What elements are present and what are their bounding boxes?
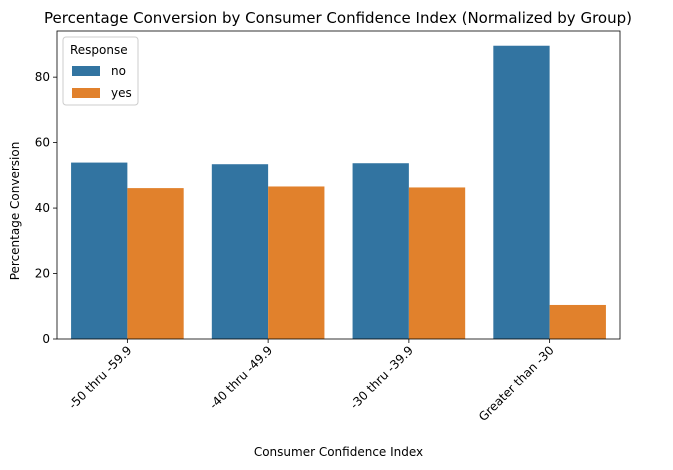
bar-yes-1 <box>268 186 325 339</box>
chart-title: Percentage Conversion by Consumer Confid… <box>44 9 632 27</box>
bar-yes-3 <box>549 304 606 339</box>
legend-swatch-yes <box>72 88 100 98</box>
y-tick-label: 40 <box>35 201 50 215</box>
x-tick-label: -40 thru -49.9 <box>207 343 276 412</box>
legend-label-no: no <box>111 64 126 78</box>
y-tick-label: 20 <box>35 267 50 281</box>
x-tick-label: -50 thru -59.9 <box>66 343 135 412</box>
x-axis-label: Consumer Confidence Index <box>254 445 423 459</box>
bar-no-3 <box>493 45 550 339</box>
bar-no-0 <box>71 162 128 339</box>
legend-label-yes: yes <box>111 86 132 100</box>
y-tick-label: 60 <box>35 136 50 150</box>
bar-yes-0 <box>127 188 184 339</box>
y-tick-label: 0 <box>42 332 50 346</box>
plot-frame <box>56 30 621 340</box>
legend-title: Response <box>70 43 128 57</box>
x-tick-label: -30 thru -39.9 <box>347 343 416 412</box>
bar-no-1 <box>211 164 269 339</box>
bar-no-2 <box>352 163 409 339</box>
legend: Response no yes <box>62 36 139 106</box>
legend-swatch-no <box>72 66 100 76</box>
x-tick-label: Greater than -30 <box>476 343 557 424</box>
y-tick-label: 80 <box>35 70 50 84</box>
bar-yes-2 <box>408 187 466 339</box>
y-axis-label: Percentage Conversion <box>8 142 22 281</box>
